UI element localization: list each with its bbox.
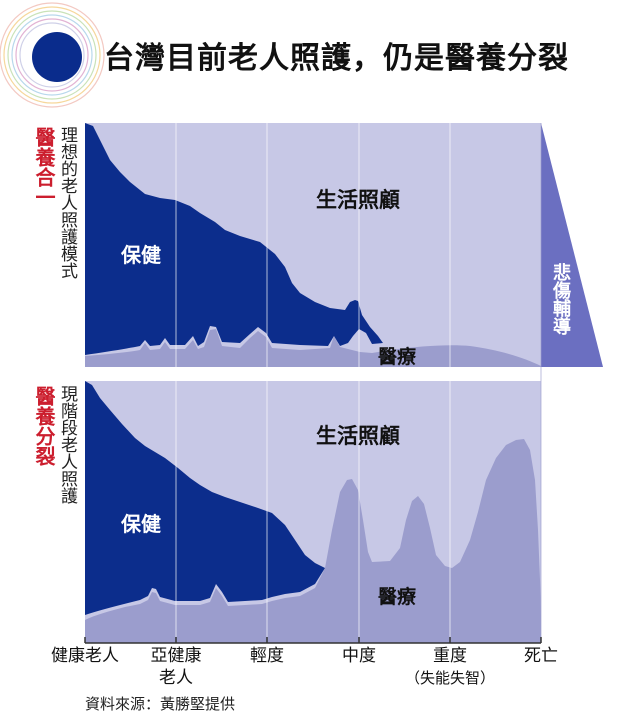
x-label-severe: 重度 （失能失智）	[405, 645, 495, 689]
x-label-healthy: 健康老人	[51, 646, 119, 666]
logo-icon	[0, 2, 105, 108]
bottom-medical-area	[85, 439, 541, 643]
top-care-label: 生活照顧	[316, 188, 400, 212]
source-note: 資料來源：黃勝堅提供	[85, 695, 236, 713]
top-medical-area	[85, 329, 541, 367]
top-panel-red-label: 醫養合一	[32, 127, 56, 207]
x-label-subhealthy: 亞健康 老人	[151, 645, 202, 689]
bottom-medical-label: 醫療	[378, 585, 417, 608]
grief-counseling-label: 悲傷輔導	[550, 263, 571, 335]
x-axis-ticks	[84, 637, 542, 643]
top-medical-label: 醫療	[378, 345, 417, 368]
stage-gridlines	[175, 123, 542, 643]
bottom-health-label: 保健	[120, 512, 161, 536]
bottom-panel-side-label: 現階段老人照護	[57, 385, 77, 504]
top-health-area	[85, 123, 383, 355]
bottom-panel-red-label: 醫養分裂	[32, 386, 56, 466]
bottom-care-label: 生活照顧	[316, 424, 400, 448]
x-label-severe-line2: （失能失智）	[404, 669, 496, 687]
top-health-label: 保健	[120, 243, 161, 267]
x-label-mild: 輕度	[250, 646, 284, 666]
bottom-health-area	[85, 381, 325, 615]
page-title: 台灣目前老人照護，仍是醫養分裂	[104, 41, 569, 76]
x-label-subhealthy-line2: 老人	[159, 668, 193, 688]
x-label-severe-line1: 重度	[432, 646, 467, 666]
grief-triangle	[541, 123, 603, 367]
x-label-subhealthy-line1: 亞健康	[150, 646, 202, 666]
x-label-death: 死亡	[524, 646, 558, 666]
top-panel-side-label: 理想的老人照護模式	[57, 126, 77, 279]
x-label-moderate: 中度	[342, 646, 376, 666]
